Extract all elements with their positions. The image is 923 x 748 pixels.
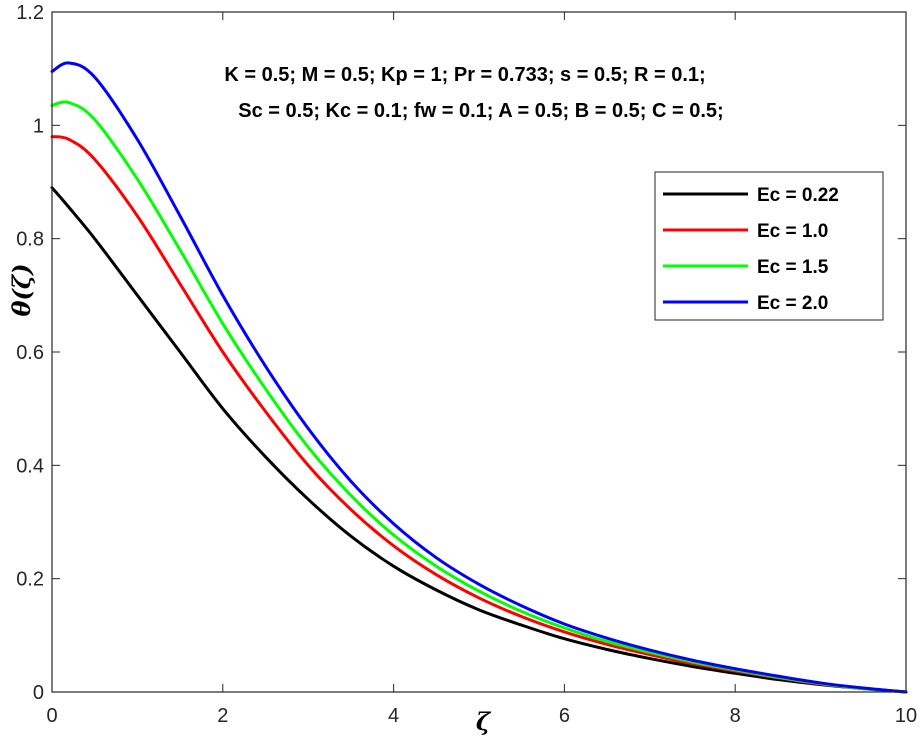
legend-label-2: Ec = 1.0: [757, 221, 828, 242]
y-tick-label: 0.8: [16, 229, 44, 251]
y-tick-label: 0.6: [16, 342, 44, 364]
legend-box: [654, 171, 884, 321]
x-tick-label: 4: [388, 705, 399, 727]
legend-label-1: Ec = 0.22: [757, 185, 839, 206]
y-tick-label: 0: [33, 682, 44, 704]
annotation-line-1: K = 0.5; M = 0.5; Kp = 1; Pr = 0.733; s …: [224, 64, 705, 86]
legend-items: Ec = 0.22 Ec = 1.0 Ec = 1.5 Ec = 2.0: [663, 185, 839, 314]
x-tick-label: 2: [217, 705, 228, 727]
y-tick-label: 0.4: [16, 455, 44, 477]
legend-label-4: Ec = 2.0: [757, 293, 828, 314]
y-axis-label: θ(ζ): [7, 264, 36, 317]
legend: Ec = 0.22 Ec = 1.0 Ec = 1.5 Ec = 2.0: [654, 171, 884, 321]
y-tick-label: 0.2: [16, 569, 44, 591]
x-tick-label: 6: [559, 705, 570, 727]
x-axis-label: ζ: [476, 707, 492, 736]
x-tick-label: 10: [895, 705, 917, 727]
series-line-4: [50, 61, 908, 694]
series-line-1: [50, 186, 908, 694]
y-tick-label: 1: [33, 115, 44, 137]
annotation-line-2: Sc = 0.5; Kc = 0.1; fw = 0.1; A = 0.5; B…: [238, 100, 723, 122]
x-tick-label: 8: [730, 705, 741, 727]
ticks-layer: 0 2 4 6 8 10 0 0.2 0.4 0.6 0.8 1 1.2: [16, 2, 917, 727]
x-tick-label: 0: [46, 705, 57, 727]
series-layer: [50, 61, 908, 694]
y-tick-label: 1.2: [16, 2, 44, 24]
legend-label-3: Ec = 1.5: [757, 257, 829, 278]
